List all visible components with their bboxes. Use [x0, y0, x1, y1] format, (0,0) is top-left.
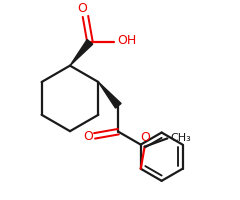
Polygon shape	[98, 82, 121, 108]
Text: CH₃: CH₃	[170, 133, 191, 143]
Text: O: O	[77, 2, 87, 15]
Text: O: O	[84, 130, 93, 143]
Text: O: O	[141, 131, 150, 144]
Polygon shape	[70, 40, 93, 66]
Text: OH: OH	[118, 34, 137, 47]
